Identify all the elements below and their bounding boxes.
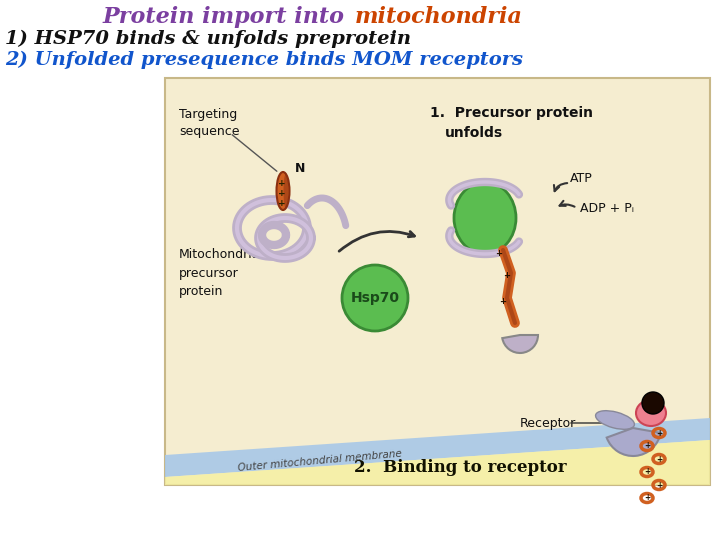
Ellipse shape [284, 173, 289, 208]
Ellipse shape [595, 411, 634, 429]
FancyBboxPatch shape [165, 78, 710, 485]
Circle shape [342, 265, 408, 331]
Text: Protein import into: Protein import into [102, 6, 352, 28]
Ellipse shape [454, 182, 516, 254]
Text: Targeting
sequence: Targeting sequence [179, 108, 240, 138]
Polygon shape [165, 440, 710, 485]
Circle shape [642, 392, 664, 414]
Wedge shape [607, 428, 660, 456]
Text: unfolds: unfolds [445, 126, 503, 140]
Text: 1) HSP70 binds & unfolds preprotein: 1) HSP70 binds & unfolds preprotein [5, 30, 411, 48]
Text: N: N [295, 163, 305, 176]
Text: +: + [500, 296, 506, 306]
Text: +: + [503, 272, 510, 280]
Text: ATP: ATP [570, 172, 593, 185]
Text: +: + [656, 429, 662, 437]
Text: 2.  Binding to receptor: 2. Binding to receptor [354, 458, 567, 476]
Text: 2) Unfolded presequence binds MOM receptors: 2) Unfolded presequence binds MOM recept… [5, 51, 523, 69]
Text: Hsp70: Hsp70 [351, 291, 400, 305]
Text: Outer mitochondrial membrane: Outer mitochondrial membrane [238, 449, 402, 473]
Text: mitochondria: mitochondria [355, 6, 523, 28]
Text: +: + [278, 179, 286, 187]
Text: ADP + Pᵢ: ADP + Pᵢ [580, 201, 634, 214]
Wedge shape [503, 335, 538, 353]
Text: Mitochondrial
precursor
protein: Mitochondrial precursor protein [179, 248, 264, 298]
Text: 1.  Precursor protein: 1. Precursor protein [430, 106, 593, 120]
Polygon shape [165, 418, 710, 477]
Text: +: + [656, 455, 662, 463]
Text: +: + [278, 199, 286, 207]
Ellipse shape [636, 400, 666, 426]
Text: +: + [644, 494, 650, 503]
Text: Receptor: Receptor [520, 416, 576, 429]
Ellipse shape [276, 172, 289, 210]
Text: +: + [644, 468, 650, 476]
Text: +: + [495, 248, 503, 258]
Text: +: + [644, 442, 650, 450]
Text: +: + [656, 481, 662, 489]
Text: +: + [278, 188, 286, 198]
